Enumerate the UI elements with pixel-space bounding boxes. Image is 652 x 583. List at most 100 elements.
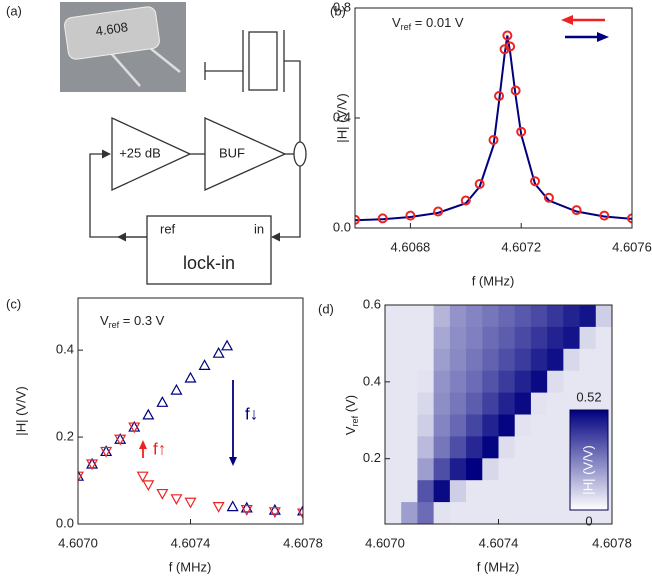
heatmap-cell: [449, 305, 467, 328]
heatmap-cell: [530, 326, 548, 350]
heatmap-cell: [530, 458, 548, 481]
heatmap-cell: [579, 348, 597, 372]
plot-area: [355, 30, 632, 225]
series-line: [355, 35, 632, 222]
heatmap-cell: [433, 502, 451, 524]
y-tick-label: 0.2: [56, 429, 74, 444]
sweep-label: f↑: [153, 439, 166, 458]
wire: [284, 60, 301, 142]
y-tick-label: 0.0: [56, 515, 74, 530]
marker: [268, 503, 281, 515]
marker: [627, 213, 632, 224]
x-axis-label: f (MHz): [472, 273, 515, 288]
y-axis-label-part: V: [343, 426, 358, 435]
crystal-body: [248, 31, 278, 91]
circuit-diagram: (a) 4.608 +25 dB BUF ref in lock-in: [6, 2, 307, 285]
heatmap-cell: [514, 348, 532, 372]
heatmap-cell: [417, 305, 435, 328]
heatmap-cell: [547, 305, 564, 328]
sweep-label: f↓: [245, 404, 258, 423]
marker: [571, 205, 582, 216]
heatmap-cell: [595, 392, 612, 416]
x-tick-label: 4.6074: [479, 535, 519, 550]
crystal-can: [64, 6, 160, 60]
y-axis-label-part: (V): [343, 395, 358, 416]
heatmap-cell: [433, 458, 451, 481]
heatmap-cell: [385, 502, 402, 524]
marker: [488, 135, 499, 145]
marker: [296, 508, 303, 520]
heatmap-cell: [482, 370, 500, 394]
heatmap-cell: [482, 326, 500, 350]
colorbar-tick-label: 0: [585, 513, 592, 528]
heatmap-cell: [498, 436, 516, 459]
heatmap-cell: [449, 458, 467, 481]
node-ring: [293, 141, 307, 167]
marker: [128, 422, 141, 434]
heatmap-cell: [482, 458, 500, 481]
marker: [502, 30, 513, 41]
y-axis-label: |H| (V/V): [13, 386, 28, 435]
heatmap-cell: [385, 414, 402, 437]
legend-arrow-head: [597, 32, 609, 42]
marker: [505, 41, 516, 52]
heatmap-cell: [563, 348, 581, 372]
heatmap-cell: [498, 480, 516, 503]
panel-label: (a): [6, 3, 22, 18]
plot-frame: [77, 297, 304, 525]
annotation-part: ref: [401, 22, 412, 32]
heatmap-cell: [547, 326, 564, 350]
heatmap-cell: [449, 392, 467, 416]
heatmap-cell: [530, 348, 548, 372]
marker: [268, 507, 281, 519]
heatmap-cell: [433, 305, 451, 328]
heatmap-cell: [449, 414, 467, 437]
heatmap-cell: [417, 392, 435, 416]
heatmap-cell: [466, 305, 483, 328]
heatmap-cell: [433, 370, 451, 394]
y-tick-label: 0.6: [363, 296, 381, 311]
heatmap-cell: [417, 348, 435, 372]
heatmap-cell: [401, 370, 419, 394]
heatmap-cell: [449, 348, 467, 372]
marker: [100, 446, 113, 458]
heatmap-cell: [498, 348, 516, 372]
marker: [543, 192, 554, 203]
marker: [170, 494, 183, 506]
heatmap-cell: [530, 502, 548, 524]
x-axis-label: f (MHz): [477, 559, 520, 574]
x-tick-label: 4.6070: [365, 535, 405, 550]
marker: [142, 408, 155, 420]
heatmap-cell: [482, 502, 500, 524]
heatmap-cell: [417, 436, 435, 459]
x-tick-label: 4.6078: [283, 535, 323, 550]
marker: [184, 497, 197, 509]
heatmap-cell: [579, 370, 597, 394]
crystal-pin: [109, 51, 141, 87]
marker: [494, 91, 505, 101]
heatmap-cell: [482, 305, 500, 328]
heatmap-cell: [595, 305, 612, 328]
x-axis-label: f (MHz): [169, 559, 212, 574]
y-tick-label: 0.0: [333, 219, 351, 234]
heatmap-cell: [530, 305, 548, 328]
panel-label: (c): [6, 296, 21, 311]
heatmap-cell: [401, 480, 419, 503]
heatmap-cell: [417, 370, 435, 394]
heatmap-cell: [385, 436, 402, 459]
ref-label: ref: [160, 221, 176, 236]
annotation-part: = 0.3 V: [119, 313, 164, 328]
heatmap-cell: [417, 326, 435, 350]
heatmap-cell: [547, 392, 564, 416]
heatmap-cell: [498, 305, 516, 328]
marker: [377, 213, 388, 224]
buffer-label: BUF: [219, 145, 245, 160]
heatmap-cell: [530, 480, 548, 503]
annotation-part: ref: [109, 320, 120, 330]
heatmap-cell: [547, 370, 564, 394]
y-tick-label: 0.4: [363, 373, 381, 388]
marker: [78, 471, 85, 483]
lockin-label: lock-in: [183, 253, 235, 273]
heatmap-cell: [498, 414, 516, 437]
